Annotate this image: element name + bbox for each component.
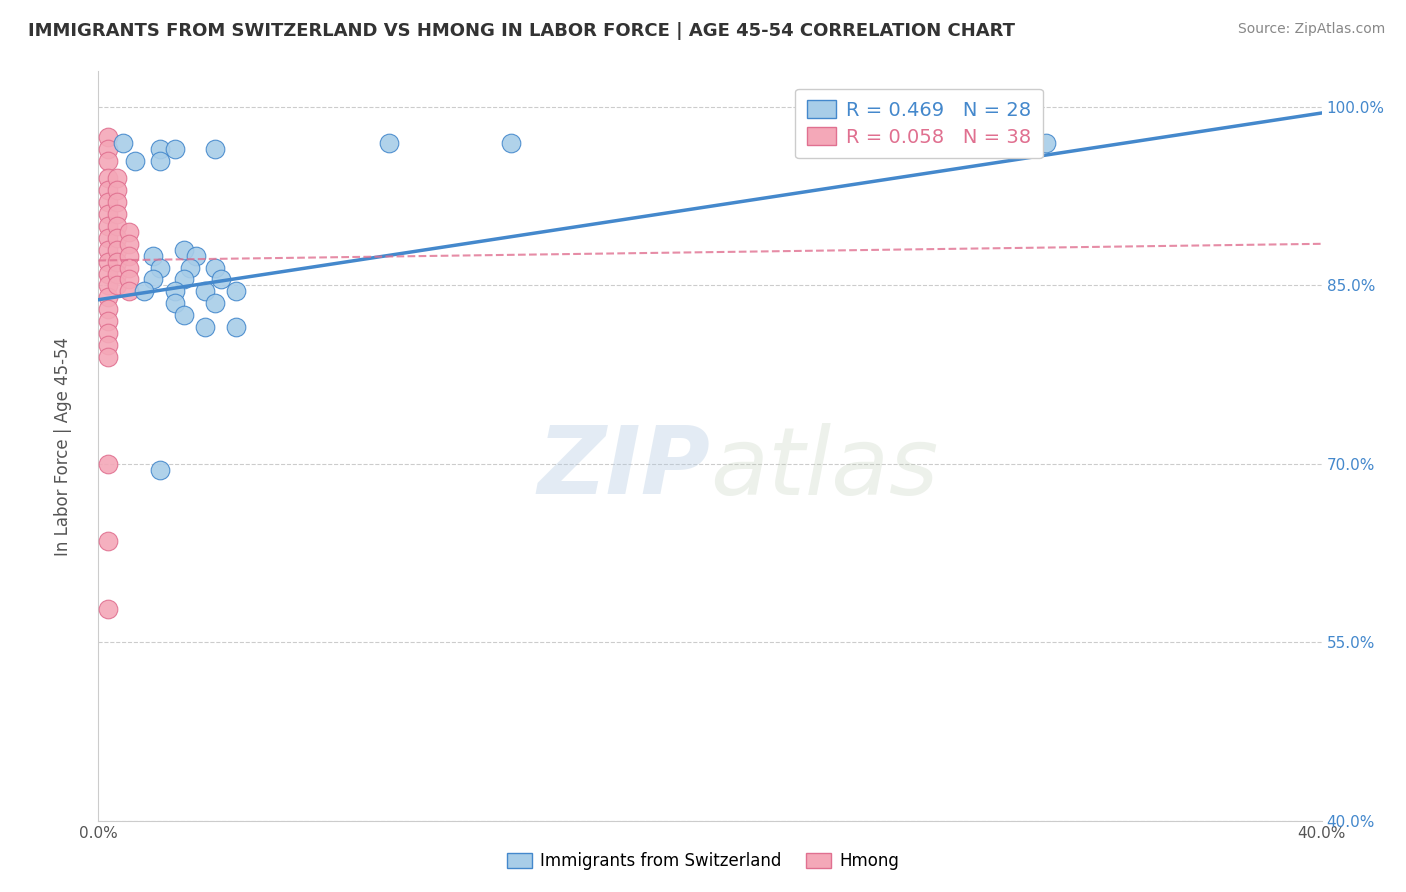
Point — [105, 207, 128, 221]
Point — [97, 171, 120, 186]
Point — [118, 272, 141, 286]
Point — [105, 195, 128, 210]
Text: Source: ZipAtlas.com: Source: ZipAtlas.com — [1237, 22, 1385, 37]
Point — [118, 260, 141, 275]
Point — [163, 296, 186, 310]
Point — [378, 136, 401, 150]
Point — [97, 338, 120, 352]
Point — [97, 231, 120, 245]
Point — [186, 249, 208, 263]
Point — [225, 285, 247, 299]
Legend: R = 0.469   N = 28, R = 0.058   N = 38: R = 0.469 N = 28, R = 0.058 N = 38 — [796, 88, 1043, 159]
Point — [105, 231, 128, 245]
Point — [179, 260, 201, 275]
Text: IMMIGRANTS FROM SWITZERLAND VS HMONG IN LABOR FORCE | AGE 45-54 CORRELATION CHAR: IMMIGRANTS FROM SWITZERLAND VS HMONG IN … — [28, 22, 1015, 40]
Point — [118, 225, 141, 239]
Point — [105, 243, 128, 257]
Point — [97, 153, 120, 168]
Point — [173, 308, 195, 322]
Legend: Immigrants from Switzerland, Hmong: Immigrants from Switzerland, Hmong — [501, 846, 905, 877]
Point — [118, 285, 141, 299]
Point — [194, 320, 217, 334]
Point — [105, 278, 128, 293]
Point — [105, 219, 128, 233]
Point — [204, 260, 226, 275]
Point — [97, 142, 120, 156]
Point — [97, 278, 120, 293]
Point — [105, 254, 128, 268]
Point — [97, 290, 120, 304]
Point — [97, 129, 120, 144]
Point — [1035, 136, 1057, 150]
Point — [97, 207, 120, 221]
Point — [105, 171, 128, 186]
Point — [118, 249, 141, 263]
Point — [97, 243, 120, 257]
Point — [97, 302, 120, 317]
Point — [124, 153, 146, 168]
Point — [118, 236, 141, 251]
Point — [204, 296, 226, 310]
Point — [149, 153, 172, 168]
Point — [149, 142, 172, 156]
Point — [204, 142, 226, 156]
Point — [97, 534, 120, 549]
Point — [97, 183, 120, 197]
Text: In Labor Force | Age 45-54: In Labor Force | Age 45-54 — [55, 336, 72, 556]
Point — [97, 350, 120, 364]
Point — [97, 457, 120, 471]
Point — [97, 326, 120, 340]
Point — [225, 320, 247, 334]
Point — [97, 219, 120, 233]
Point — [111, 136, 134, 150]
Point — [149, 463, 172, 477]
Point — [149, 260, 172, 275]
Point — [501, 136, 523, 150]
Text: ZIP: ZIP — [537, 423, 710, 515]
Point — [142, 272, 165, 286]
Point — [194, 285, 217, 299]
Point — [163, 142, 186, 156]
Point — [142, 249, 165, 263]
Point — [97, 314, 120, 328]
Point — [105, 267, 128, 281]
Point — [97, 602, 120, 616]
Text: atlas: atlas — [710, 423, 938, 514]
Point — [97, 254, 120, 268]
Point — [173, 243, 195, 257]
Point — [173, 272, 195, 286]
Point — [97, 195, 120, 210]
Point — [209, 272, 232, 286]
Point — [134, 285, 156, 299]
Point — [163, 285, 186, 299]
Point — [97, 267, 120, 281]
Point — [105, 183, 128, 197]
